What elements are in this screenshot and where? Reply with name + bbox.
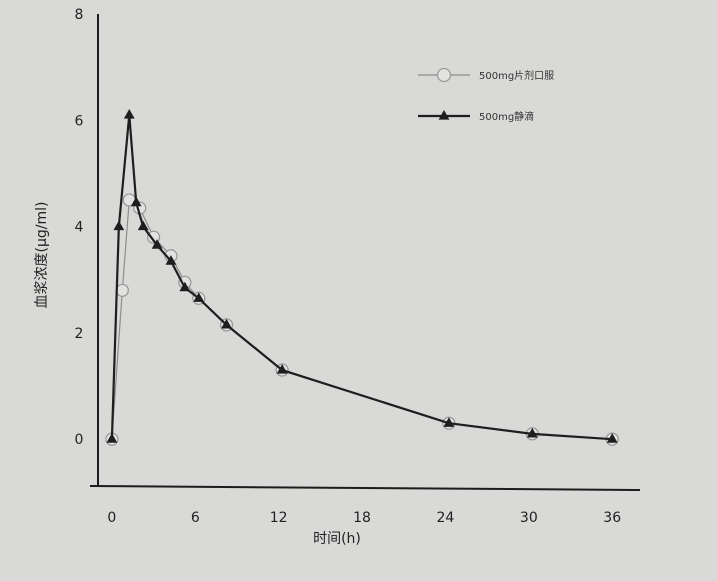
series-line: [110, 114, 613, 441]
data-point-circle: [115, 283, 129, 298]
y-tick-labels: 0 2 4 6 8: [75, 7, 84, 448]
x-tick-label: 12: [270, 510, 288, 526]
y-axis-label: 血浆浓度(μg/ml): [34, 202, 50, 309]
data-point-triangle: [113, 220, 125, 231]
x-tick-label: 24: [437, 510, 455, 526]
data-point-triangle: [165, 255, 177, 265]
data-point-triangle: [606, 433, 618, 443]
y-tick-label: 4: [75, 220, 84, 236]
series-1: [105, 193, 619, 446]
data-point-triangle: [179, 281, 191, 292]
data-point-triangle: [276, 364, 288, 374]
x-tick-labels: 0 6 12 18 24 30 36: [107, 510, 621, 526]
data-point-triangle: [526, 427, 538, 438]
legend-label: 500mg静滴: [479, 110, 534, 123]
y-tick-label: 8: [75, 7, 84, 23]
y-tick-label: 6: [75, 113, 84, 129]
legend-label: 500mg片剂口服: [479, 69, 554, 82]
y-tick-label: 0: [75, 432, 84, 448]
x-axis-line: [89, 485, 641, 491]
data-point-triangle: [130, 196, 142, 207]
series-line: [111, 198, 613, 440]
data-point-triangle: [137, 220, 149, 231]
series-2: [106, 108, 618, 443]
y-tick-label: 2: [75, 326, 84, 342]
x-axis-label: 时间(h): [313, 531, 361, 547]
x-tick-label: 0: [107, 510, 116, 526]
data-point-triangle: [443, 417, 455, 427]
x-tick-label: 18: [353, 510, 371, 526]
data-point-triangle: [151, 239, 163, 249]
axes: [89, 14, 641, 491]
legend-marker-circle: [436, 67, 452, 83]
legend: 500mg片剂口服 500mg静滴: [418, 67, 554, 123]
data-point-triangle: [221, 318, 232, 329]
series-layer: [105, 108, 619, 446]
legend-marker-triangle: [438, 110, 450, 120]
data-point-triangle: [193, 292, 205, 302]
data-point-triangle: [123, 108, 135, 119]
x-tick-label: 6: [191, 510, 200, 526]
data-point-triangle: [106, 433, 118, 443]
x-tick-label: 30: [520, 510, 538, 526]
x-tick-label: 36: [603, 510, 621, 526]
